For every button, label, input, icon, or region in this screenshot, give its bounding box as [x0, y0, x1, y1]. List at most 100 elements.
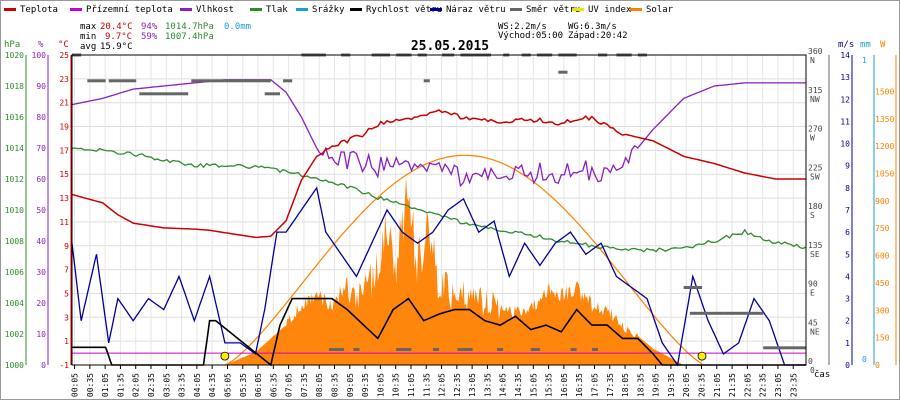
x-tick-label: 13:35	[483, 373, 492, 397]
celsius-tick-label: 23	[59, 75, 69, 84]
stat-min-hum: 59%	[141, 32, 158, 42]
x-tick-label: 03:35	[178, 373, 187, 397]
ms-tick-label: 14	[840, 51, 850, 60]
stat-max-press: 1014.7hPa	[165, 22, 214, 32]
ms-tick-label: 3	[845, 295, 850, 304]
celsius-tick-label: 9	[64, 242, 69, 251]
wind-direction-segment	[432, 348, 439, 351]
legend-swatch	[572, 8, 584, 11]
wind-direction-segment	[570, 348, 577, 351]
x-tick-label: 22:05	[743, 373, 752, 397]
x-tick-label: 00:05	[71, 373, 80, 397]
x-tick-label: 23:05	[774, 373, 783, 397]
wind-wg: WG:6.3m/s	[568, 22, 617, 32]
celsius-tick-label: 3	[64, 313, 69, 322]
celsius-tick-label: 11	[59, 218, 69, 227]
celsius-tick-label: 13	[59, 194, 69, 203]
sunrise: Východ:05:00	[498, 31, 563, 41]
stat-max-rain: 0.0mm	[224, 22, 251, 32]
x-tick-label: 16:35	[575, 373, 584, 397]
watt-axis-unit: W	[880, 40, 886, 50]
percent-tick-label: 60	[36, 175, 46, 184]
direction-tick-label: W	[810, 134, 815, 143]
watt-tick-label: 450	[875, 279, 890, 288]
watt-tick-label: 300	[875, 306, 890, 315]
wind-direction-segment	[353, 348, 360, 351]
stat-min-press: 1007.4hPa	[165, 32, 214, 42]
celsius-tick-label: 5	[64, 289, 69, 298]
wind-direction-segment	[396, 348, 412, 351]
x-tick-label: 04:35	[208, 373, 217, 397]
legend-swatch	[4, 8, 16, 11]
wind-direction-segment	[689, 311, 724, 315]
x-tick-label: 19:35	[667, 373, 676, 397]
direction-tick-label: E	[810, 289, 815, 298]
ms-tick-label: 11	[840, 117, 850, 126]
humidity-line	[71, 79, 806, 188]
solar-series	[224, 154, 703, 366]
x-tick-label: 02:35	[147, 373, 156, 397]
x-tick-label: 18:35	[636, 373, 645, 397]
stat-max-hum: 94%	[141, 22, 158, 32]
legend-label: Směr větru	[526, 5, 580, 15]
direction-tick-label: 0	[810, 366, 815, 375]
solar-theoretical-line	[224, 154, 703, 366]
x-tick-label: 02:05	[132, 373, 141, 397]
x-tick-label: 12:05	[438, 373, 447, 397]
wind-direction-segment	[191, 79, 225, 83]
wind-gust-line	[71, 186, 806, 367]
ms-axis-unit: m/s	[838, 40, 854, 50]
temperature-line	[71, 109, 806, 239]
percent-tick-label: 70	[36, 144, 46, 153]
legend-label: Tlak	[266, 5, 288, 15]
legend-swatch	[296, 8, 308, 11]
direction-tick-degrees: 135	[808, 241, 823, 250]
percent-tick-label: 90	[36, 82, 46, 91]
legend-label: Rychlost větru	[366, 5, 442, 15]
celsius-tick-label: 17	[59, 146, 69, 155]
direction-tick-degrees: 270	[808, 125, 823, 134]
stat-avg-label: avg	[80, 42, 96, 52]
direction-tick-degrees: 90	[808, 280, 818, 289]
x-tick-label: 14:35	[514, 373, 523, 397]
x-tick-label: 04:05	[193, 373, 202, 397]
ms-tick-label: 4	[845, 272, 850, 281]
x-tick-label: 09:05	[346, 373, 355, 397]
mm-tick-label: 0	[862, 355, 867, 364]
x-tick-label: 10:35	[392, 373, 401, 397]
hpa-tick-label: 1020	[5, 51, 24, 60]
celsius-tick-label: 25	[59, 51, 69, 60]
x-tick-label: 14:05	[499, 373, 508, 397]
legend-swatch	[250, 8, 262, 11]
wind-direction-segment	[723, 311, 764, 315]
x-tick-label: 05:05	[223, 373, 232, 397]
wind-direction-segment	[139, 92, 189, 96]
wind-direction-segment	[87, 79, 106, 83]
wind-direction-segment	[264, 92, 280, 96]
percent-tick-label: 50	[36, 206, 46, 215]
watt-tick-label: 1200	[875, 142, 894, 151]
stat-min-temp: 9.7°C	[105, 32, 132, 42]
ms-tick-label: 5	[845, 250, 850, 259]
wind-direction-segment	[283, 79, 293, 83]
percent-axis-unit: %	[38, 40, 44, 50]
watt-tick-label: 0	[875, 361, 880, 370]
direction-tick-label: SE	[810, 250, 820, 259]
celsius-axis-unit: °C	[58, 40, 69, 50]
x-tick-label: 07:35	[300, 373, 309, 397]
celsius-tick-label: 1	[64, 337, 69, 346]
hpa-tick-label: 1018	[5, 82, 24, 91]
celsius-tick-label: -1	[59, 361, 69, 370]
x-tick-label: 09:35	[361, 373, 370, 397]
wind-direction-segment	[530, 348, 540, 351]
hpa-tick-label: 1014	[5, 144, 24, 153]
mm-tick-label: 1	[862, 56, 867, 65]
x-tick-label: 00:35	[86, 373, 95, 397]
legend: Teplota Přízemní teplota Vlhkost Tlak Srážky…	[4, 5, 674, 15]
stat-avg-temp: 15.9°C	[100, 42, 133, 52]
x-tick-label: 15:05	[529, 373, 538, 397]
watt-tick-label: 750	[875, 224, 890, 233]
direction-tick-degrees: 360	[808, 47, 823, 56]
x-tick-label: 10:05	[376, 373, 385, 397]
x-tick-label: 13:05	[468, 373, 477, 397]
